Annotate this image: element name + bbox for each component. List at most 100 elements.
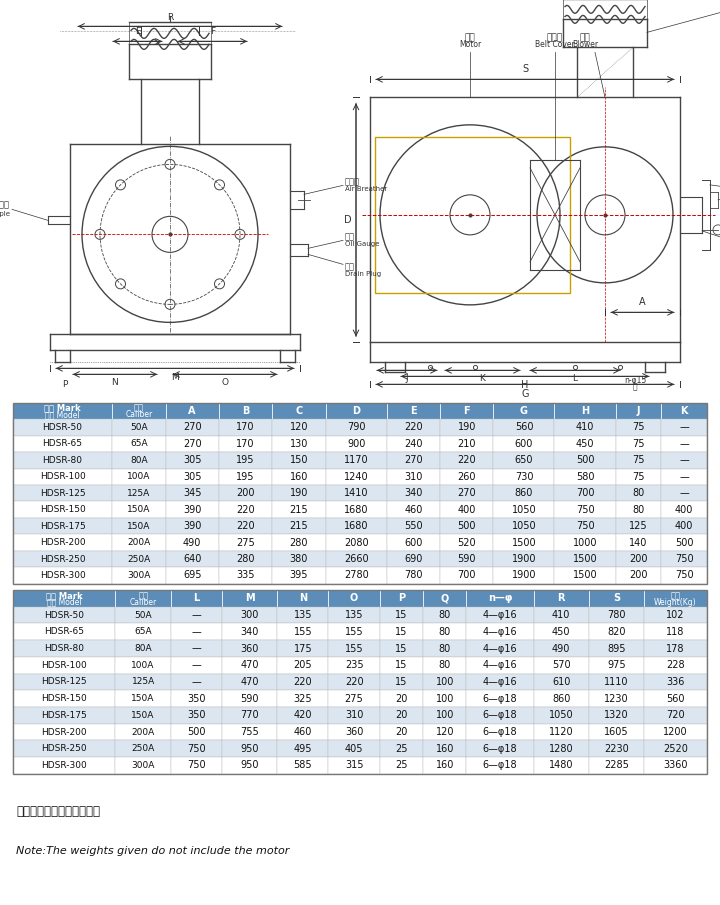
Text: 400: 400 xyxy=(458,505,476,515)
Text: 15: 15 xyxy=(395,627,408,637)
Bar xyxy=(534,673,589,691)
Text: 15: 15 xyxy=(395,643,408,653)
Bar xyxy=(387,452,440,469)
Text: —: — xyxy=(679,472,689,481)
Text: 102: 102 xyxy=(666,610,685,620)
Text: 750: 750 xyxy=(675,554,693,564)
Bar xyxy=(272,419,325,435)
Bar xyxy=(387,534,440,551)
Text: HDSR-100: HDSR-100 xyxy=(40,472,86,481)
Bar xyxy=(423,673,467,691)
Bar xyxy=(277,707,328,724)
Bar xyxy=(115,691,171,707)
Text: R: R xyxy=(167,14,173,23)
Bar xyxy=(661,567,707,584)
Bar xyxy=(171,757,222,774)
Text: HDSR-65: HDSR-65 xyxy=(42,439,83,448)
Text: 860: 860 xyxy=(552,693,570,703)
Bar xyxy=(171,673,222,691)
Bar xyxy=(13,606,115,624)
Bar xyxy=(493,501,554,518)
Text: B: B xyxy=(242,406,249,416)
Text: 120: 120 xyxy=(436,727,454,737)
Bar xyxy=(166,518,219,534)
Text: 500: 500 xyxy=(576,455,594,465)
Text: 270: 270 xyxy=(183,439,202,449)
Bar xyxy=(467,724,534,740)
Bar xyxy=(423,691,467,707)
Bar xyxy=(222,740,277,757)
Bar xyxy=(328,640,379,657)
Text: 160: 160 xyxy=(289,472,308,481)
Bar xyxy=(325,452,387,469)
Bar xyxy=(493,518,554,534)
Text: 25: 25 xyxy=(395,760,408,770)
Text: Motor: Motor xyxy=(459,41,481,50)
Bar xyxy=(166,419,219,435)
Text: 500: 500 xyxy=(675,538,693,548)
Text: —: — xyxy=(192,661,201,671)
Text: 25: 25 xyxy=(395,744,408,754)
Text: Air Breather: Air Breather xyxy=(345,186,387,193)
Text: 100A: 100A xyxy=(127,472,150,481)
Text: D: D xyxy=(352,406,360,416)
Bar xyxy=(166,567,219,584)
Text: 700: 700 xyxy=(457,570,476,580)
Bar xyxy=(325,534,387,551)
Text: 580: 580 xyxy=(576,472,594,481)
Text: O: O xyxy=(350,594,359,604)
Text: J: J xyxy=(636,406,640,416)
Text: 640: 640 xyxy=(183,554,202,564)
Bar xyxy=(112,469,166,485)
Bar xyxy=(661,534,707,551)
Bar xyxy=(440,435,493,452)
Bar xyxy=(115,673,171,691)
Bar xyxy=(171,724,222,740)
Text: 80: 80 xyxy=(438,661,451,671)
Bar xyxy=(13,501,112,518)
Bar xyxy=(387,469,440,485)
Bar xyxy=(13,657,115,673)
Bar xyxy=(13,419,112,435)
Bar xyxy=(13,567,112,584)
Bar xyxy=(554,534,616,551)
Text: 20: 20 xyxy=(395,710,408,720)
Text: 记号 Mark: 记号 Mark xyxy=(46,591,83,600)
Text: —: — xyxy=(192,610,201,620)
Bar xyxy=(616,567,661,584)
Text: 490: 490 xyxy=(552,643,570,653)
Text: 860: 860 xyxy=(515,488,534,499)
Text: N: N xyxy=(299,594,307,604)
Text: Caliber: Caliber xyxy=(125,410,153,419)
Text: 1110: 1110 xyxy=(604,677,629,687)
Text: 310: 310 xyxy=(345,710,364,720)
Bar xyxy=(222,724,277,740)
Text: 118: 118 xyxy=(666,627,685,637)
Text: 300: 300 xyxy=(240,610,258,620)
Text: 560: 560 xyxy=(666,693,685,703)
Bar xyxy=(13,740,115,757)
Bar xyxy=(222,657,277,673)
Text: 6—φ18: 6—φ18 xyxy=(482,760,517,770)
Text: —: — xyxy=(679,488,689,499)
Bar xyxy=(13,534,112,551)
Text: 190: 190 xyxy=(289,488,308,499)
Bar xyxy=(467,657,534,673)
Bar xyxy=(219,518,272,534)
Bar xyxy=(328,757,379,774)
Text: 695: 695 xyxy=(183,570,202,580)
Bar xyxy=(13,673,115,691)
Bar xyxy=(661,452,707,469)
Bar xyxy=(277,757,328,774)
Text: 1320: 1320 xyxy=(604,710,629,720)
Bar xyxy=(325,469,387,485)
Bar xyxy=(423,657,467,673)
Bar xyxy=(616,469,661,485)
Text: 1240: 1240 xyxy=(344,472,369,481)
Text: 1410: 1410 xyxy=(344,488,369,499)
Text: 15: 15 xyxy=(395,661,408,671)
Text: 155: 155 xyxy=(345,627,364,637)
Bar xyxy=(272,567,325,584)
Bar xyxy=(171,606,222,624)
Text: 75: 75 xyxy=(632,472,644,481)
